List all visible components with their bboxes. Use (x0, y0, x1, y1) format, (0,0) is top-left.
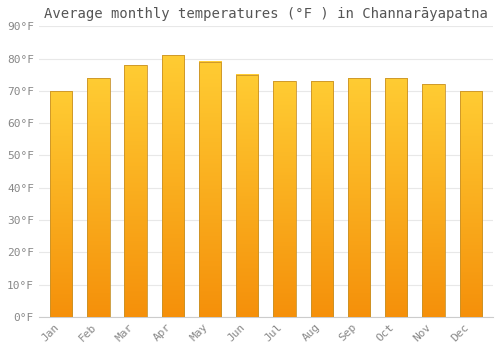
Bar (50, 91, 72, 317)
Title: Average monthly temperatures (°F ) in Channarāyapatna: Average monthly temperatures (°F ) in Ch… (44, 7, 488, 21)
Bar (348, 78, 370, 317)
Bar (236, 75, 258, 317)
Bar (199, 62, 222, 317)
Bar (385, 78, 407, 317)
Bar (87, 78, 110, 317)
Bar (422, 84, 444, 317)
Bar (274, 81, 295, 317)
Bar (460, 91, 482, 317)
Bar (162, 55, 184, 317)
Bar (124, 65, 147, 317)
Bar (310, 81, 333, 317)
